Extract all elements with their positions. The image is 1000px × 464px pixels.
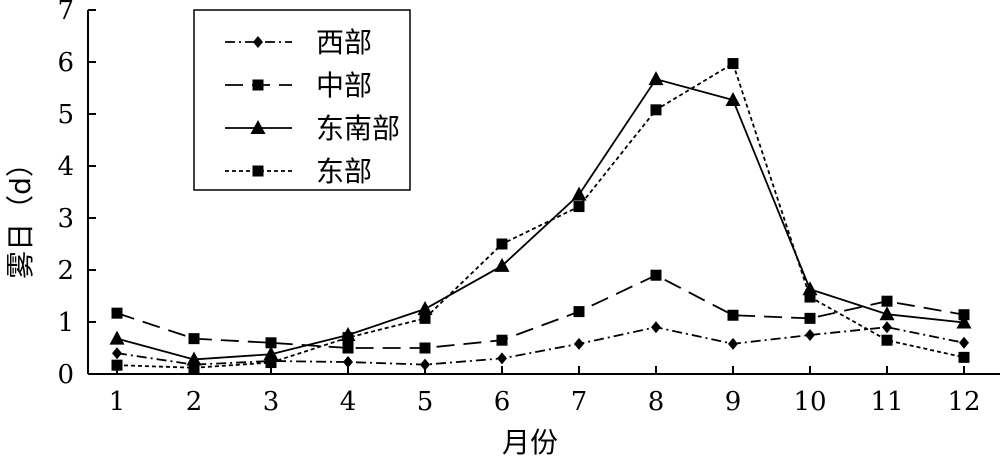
series-line — [116, 62, 965, 369]
x-tick-label: 11 — [870, 387, 903, 417]
data-point — [573, 201, 585, 213]
data-point — [573, 306, 585, 318]
data-point — [494, 257, 510, 272]
data-point — [263, 346, 279, 361]
series-layer — [109, 58, 972, 374]
legend-label: 东南部 — [316, 112, 400, 145]
data-point — [188, 333, 200, 345]
legend-item: 中部 — [225, 69, 372, 102]
y-tick-label: 2 — [57, 256, 74, 286]
series-4 — [111, 58, 970, 374]
y-axis-title: 雾日（d） — [4, 149, 37, 279]
x-tick-label: 7 — [571, 387, 588, 417]
data-point — [881, 334, 893, 346]
data-point — [419, 342, 431, 354]
data-point — [727, 58, 739, 70]
legend-marker — [252, 165, 264, 177]
data-point — [420, 358, 430, 371]
series-2 — [111, 269, 970, 354]
data-point — [805, 329, 815, 341]
x-tick-label: 3 — [263, 387, 280, 417]
data-point — [188, 362, 200, 374]
legend-box — [193, 9, 411, 191]
y-tick-label: 4 — [57, 152, 74, 182]
data-point — [496, 334, 508, 346]
series-line — [116, 274, 965, 349]
x-tick-label: 6 — [494, 387, 511, 417]
data-point — [186, 351, 202, 366]
data-point — [496, 238, 508, 250]
data-point — [879, 306, 895, 321]
legend-item: 东南部 — [225, 112, 400, 145]
data-point — [417, 301, 433, 315]
y-tick-label: 5 — [57, 100, 74, 130]
data-point — [882, 321, 892, 334]
x-tick-label: 12 — [947, 387, 980, 417]
y-tick-label: 1 — [57, 308, 74, 338]
series-line — [116, 326, 965, 366]
legend-marker — [253, 36, 263, 48]
x-tick-label: 2 — [186, 387, 203, 417]
data-point — [881, 295, 893, 307]
y-tick-label: 6 — [57, 48, 74, 78]
data-point — [109, 330, 125, 345]
data-point — [648, 71, 664, 86]
data-point — [725, 91, 741, 106]
data-point — [728, 337, 738, 350]
data-point — [265, 357, 277, 369]
y-tick-label: 0 — [57, 360, 74, 390]
x-tick-label: 8 — [648, 387, 665, 417]
data-point — [574, 337, 584, 350]
x-tick-label: 5 — [417, 387, 434, 417]
legend-label: 东部 — [316, 155, 372, 188]
data-point — [419, 312, 431, 324]
data-point — [958, 351, 970, 363]
legend-item: 西部 — [225, 26, 372, 59]
data-point — [804, 291, 816, 303]
legend-label: 西部 — [316, 26, 372, 59]
data-point — [571, 186, 587, 201]
legend-item: 东部 — [225, 155, 372, 188]
legend-marker — [250, 120, 266, 134]
y-tick-label: 3 — [57, 204, 74, 234]
series-line — [116, 78, 965, 361]
data-point — [111, 307, 123, 319]
x-tick-label: 1 — [109, 387, 126, 417]
data-point — [650, 269, 662, 281]
data-point — [651, 321, 661, 334]
x-axis-title: 月份 — [502, 426, 558, 459]
data-point — [343, 356, 353, 369]
x-tick-label: 10 — [793, 387, 826, 417]
data-point — [342, 342, 354, 354]
data-point — [342, 332, 354, 344]
series-1 — [112, 321, 969, 371]
data-point — [650, 104, 662, 116]
data-point — [497, 352, 507, 365]
legend-marker — [252, 79, 264, 91]
data-point — [956, 314, 972, 329]
x-tick-label: 4 — [340, 387, 357, 417]
data-point — [112, 347, 122, 360]
legend-label: 中部 — [316, 69, 372, 102]
y-tick-label: 7 — [57, 0, 74, 26]
data-point — [265, 337, 277, 349]
data-point — [804, 312, 816, 324]
data-point — [111, 359, 123, 371]
data-point — [727, 309, 739, 321]
x-tick-label: 9 — [725, 387, 742, 417]
data-point — [959, 336, 969, 349]
